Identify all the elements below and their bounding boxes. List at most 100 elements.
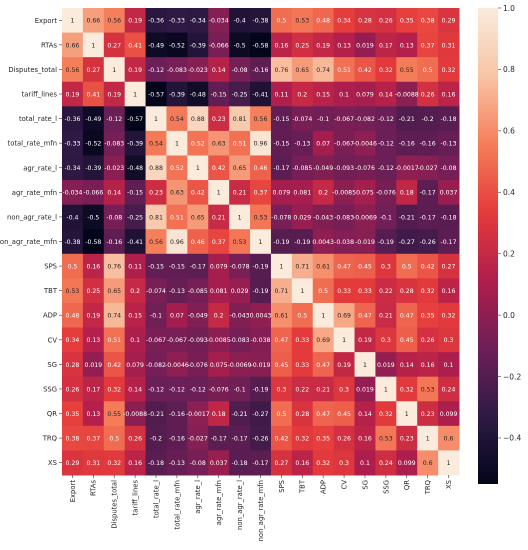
cell-value-label: -0.12 [190, 386, 206, 393]
cell-value-label: 0.19 [128, 67, 142, 74]
cell-value-label: -0.17 [211, 436, 227, 443]
heatmap-cell [62, 450, 84, 476]
cell-value-label: 0.32 [379, 411, 393, 418]
heatmap-cell [417, 204, 439, 230]
cell-value-label: -0.34 [64, 165, 80, 172]
cell-value-labels: 1 0.66 0.56 0.19 -0.36 -0.33 -0.34 -0.034 -0.4 -0… [62, 18, 457, 467]
cell-value-label: -0.18 [232, 460, 248, 467]
heatmap-cell [438, 278, 460, 304]
cell-value-label: 0.53 [233, 239, 247, 246]
cell-value-label: 0.61 [274, 313, 288, 320]
cell-value-label: 0.15 [128, 313, 142, 320]
heatmap-cell [270, 278, 293, 304]
heatmap-cell [312, 278, 335, 304]
cell-value-label: -0.38 [64, 239, 80, 246]
cell-value-label: 0.18 [400, 190, 414, 197]
heatmap-cell [103, 450, 126, 476]
heatmap-cell [82, 130, 105, 156]
heatmap-cell [82, 106, 105, 132]
column-tick-label: TBT [299, 479, 307, 494]
cell-value-label: -0.41 [127, 239, 143, 246]
cell-value-label: 0.14 [379, 91, 393, 98]
cell-value-label: -0.52 [85, 141, 101, 148]
cell-value-label: -0.093 [334, 165, 354, 172]
cell-value-label: -0.19 [252, 386, 268, 393]
cell-value-label: 0.16 [442, 91, 456, 98]
heatmap-cell [250, 302, 272, 329]
heatmap-cell [333, 229, 356, 255]
cell-value-label: 0.2 [297, 91, 307, 98]
cell-value-label: 1 [363, 362, 367, 369]
heatmap-cell [396, 57, 418, 83]
cell-value-label: 0.81 [233, 116, 247, 123]
heatmap-cell [229, 302, 251, 329]
cell-value-label: 0.56 [149, 239, 163, 246]
column-tick-label: CV [340, 480, 348, 490]
heatmap-cell [166, 180, 188, 206]
heatmap-cell [417, 450, 439, 476]
cell-value-label: 1 [447, 460, 451, 467]
heatmap-cell [396, 180, 418, 206]
cell-value-label: 0.1 [130, 337, 140, 344]
cell-value-label: 0.099 [398, 460, 416, 467]
heatmap-cell [82, 81, 105, 107]
cell-value-label: -0.076 [188, 362, 208, 369]
cell-value-label: -0.049 [313, 165, 333, 172]
colorbar-tick-label: 0.2 [503, 249, 515, 258]
cell-value-label: -0.067 [334, 141, 354, 148]
column-tick-labels: Export RTAs Disputes_total tariff_lines tota… [69, 475, 453, 541]
heatmap-cell [145, 327, 167, 353]
heatmap-cell [312, 8, 335, 34]
cell-value-label: -0.21 [399, 214, 415, 221]
cell-value-label: 0.54 [170, 116, 184, 123]
heatmap-cell [270, 352, 293, 378]
heatmap-cell [396, 425, 418, 451]
cell-value-label: 0.81 [149, 214, 163, 221]
heatmap-cell [375, 450, 397, 476]
heatmap-cell [229, 155, 251, 181]
cell-value-label: 0.47 [274, 337, 288, 344]
heatmap-cell [208, 401, 230, 427]
cell-value-label: 1 [91, 42, 95, 49]
cell-value-label: 0.88 [149, 165, 163, 172]
cell-value-label: 1 [217, 190, 221, 197]
heatmap-cell [333, 155, 356, 181]
heatmap-cell [82, 302, 105, 329]
cell-value-label: -0.39 [85, 165, 101, 172]
heatmap-cell [396, 32, 418, 58]
cell-value-label: -0.0069 [353, 214, 377, 221]
cell-value-label: -0.34 [190, 18, 206, 25]
cell-value-label: 0.3 [276, 386, 286, 393]
heatmap-cell [417, 352, 439, 378]
heatmap-cell [333, 450, 356, 476]
heatmap-cell [187, 352, 209, 378]
cell-value-label: -0.043 [313, 214, 333, 221]
cell-value-label: 0.23 [421, 411, 435, 418]
cell-value-label: 0.33 [295, 362, 309, 369]
heatmap-cell [312, 81, 335, 107]
heatmap-cell [291, 253, 314, 279]
colorbar-tick-label: −0.2 [503, 372, 521, 381]
heatmap-cell [396, 229, 418, 255]
cell-value-label: 0.42 [191, 190, 205, 197]
heatmap-cell [270, 155, 293, 181]
heatmap-cell [438, 253, 460, 279]
cell-value-label: 0.65 [191, 214, 205, 221]
heatmap-cell [103, 180, 126, 206]
heatmap-cell [124, 8, 147, 34]
cell-value-label: 1 [321, 313, 325, 320]
cell-value-label: -0.57 [127, 116, 143, 123]
heatmap-cell [396, 376, 418, 402]
cell-value-label: 0.13 [337, 42, 351, 49]
heatmap-cell [145, 352, 167, 378]
cell-value-label: 0.31 [86, 460, 100, 467]
cell-value-label: -0.5 [234, 42, 246, 49]
colorbar-tick-label: 1.0 [503, 4, 515, 13]
cell-value-label: -0.17 [190, 263, 206, 270]
heatmap-cell [187, 425, 209, 451]
heatmap-cell [291, 81, 314, 107]
cell-value-label: 0.079 [126, 362, 144, 369]
cell-value-label: -0.21 [148, 411, 164, 418]
heatmap-cell [312, 450, 335, 476]
cell-value-label: -0.0046 [165, 362, 189, 369]
